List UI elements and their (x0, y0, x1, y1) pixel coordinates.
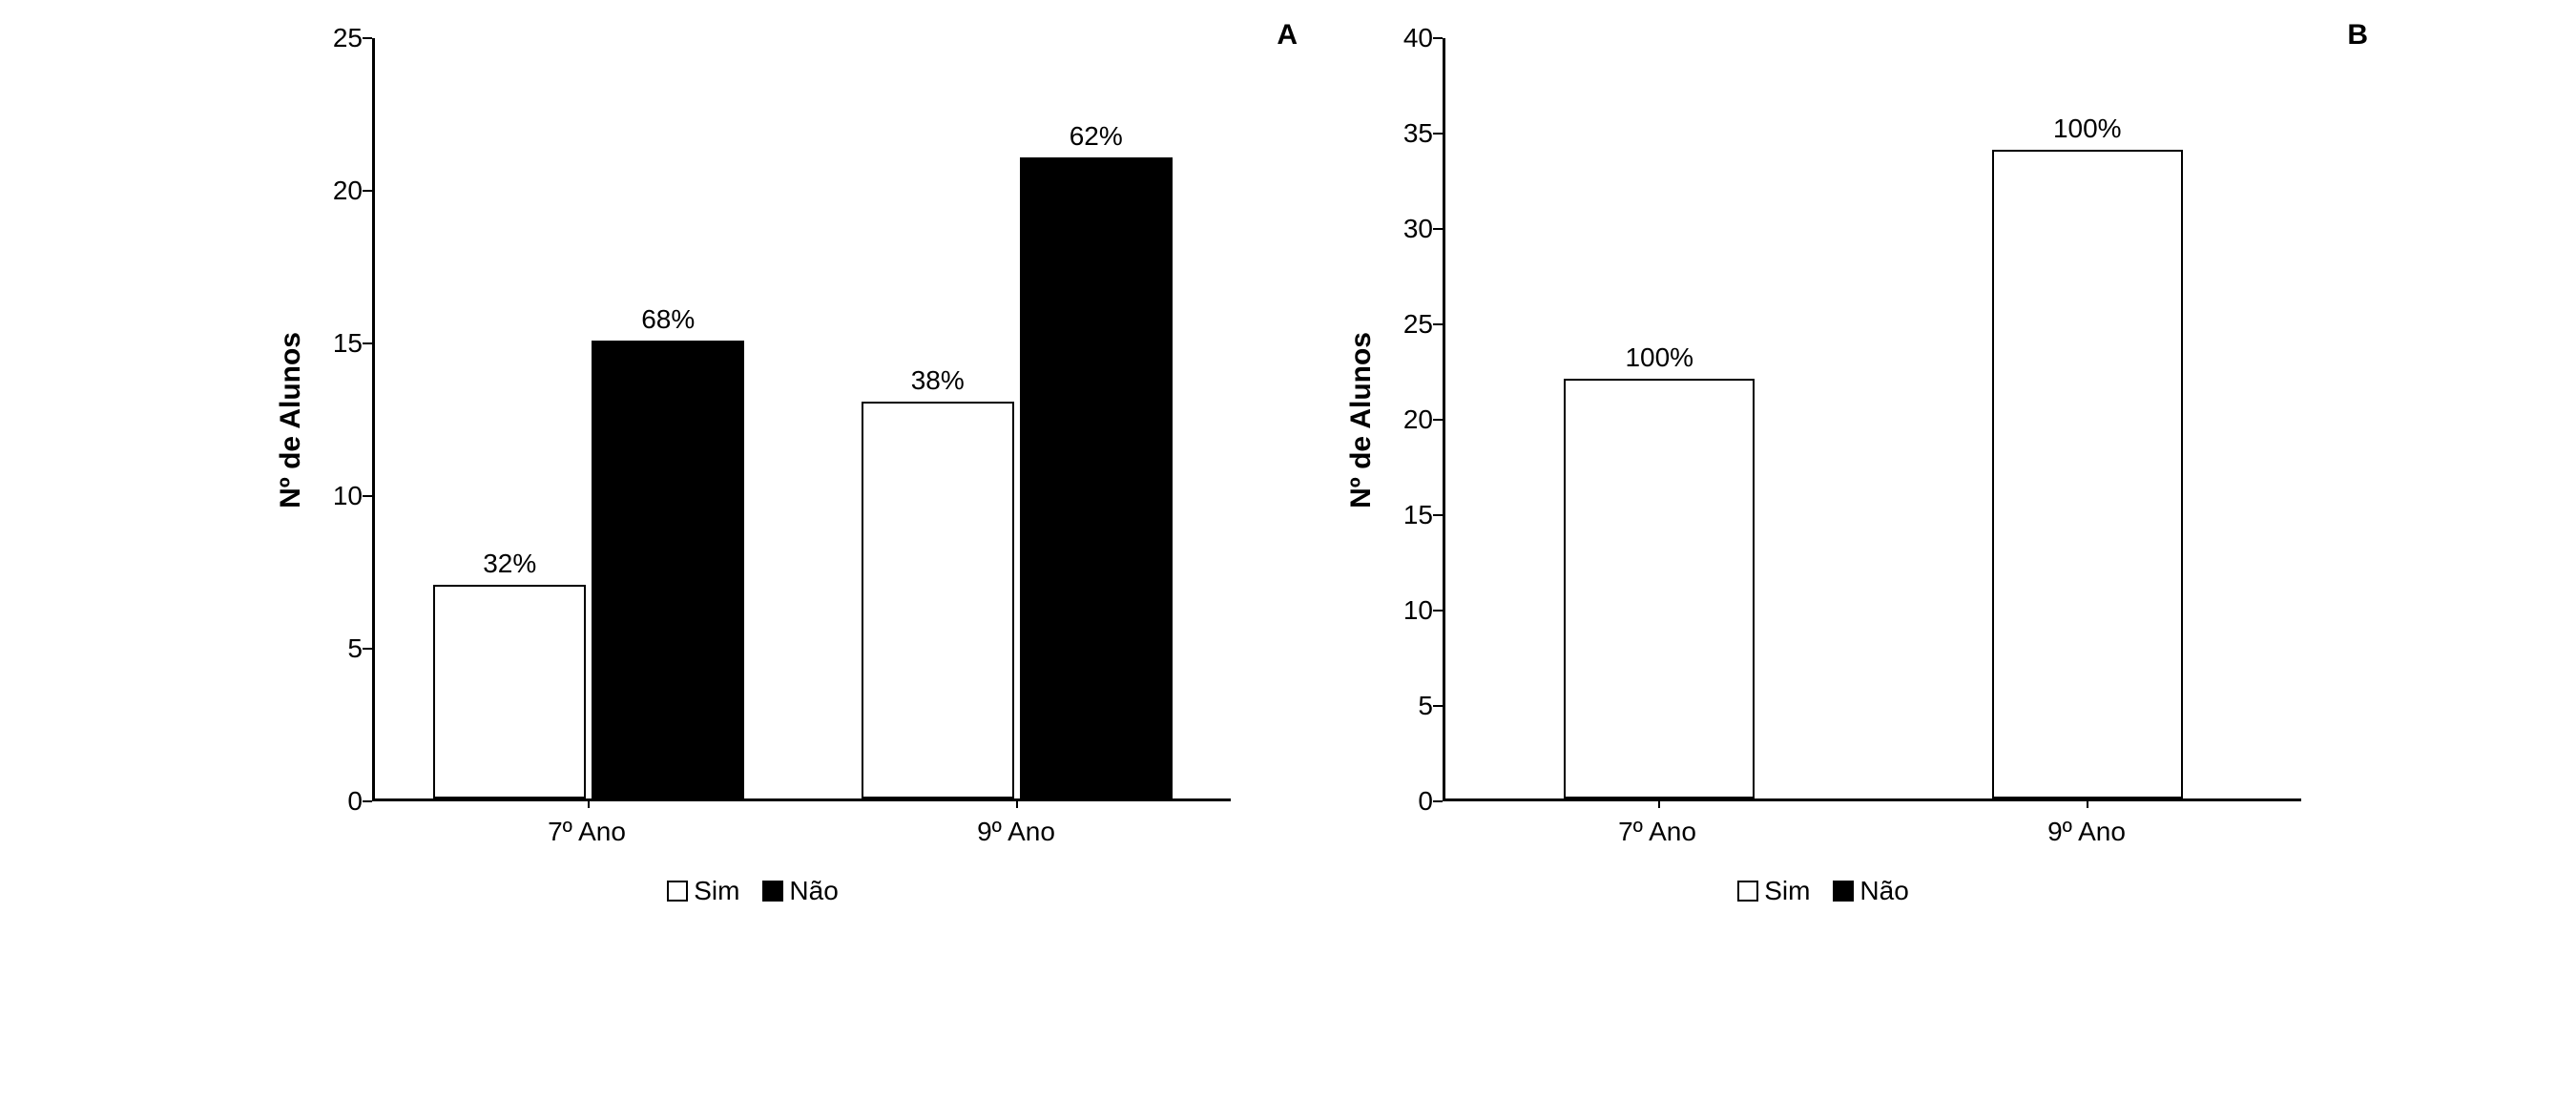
y-tick: 5 (1418, 691, 1433, 721)
y-tick: 5 (347, 633, 363, 664)
bar: 100% (1564, 379, 1755, 798)
y-tick-mark (1433, 37, 1443, 39)
y-tick: 0 (347, 786, 363, 817)
bar-group: 32%68% (433, 341, 744, 798)
bar: 68% (592, 341, 744, 798)
y-tick: 35 (1403, 118, 1433, 149)
bar: 38% (862, 402, 1014, 798)
y-tick: 20 (333, 176, 363, 206)
chart-area-b: Nº de Alunos 0510152025303540 100%100% (1345, 38, 2301, 801)
legend-label: Não (1859, 876, 1908, 906)
legend-item: Não (762, 876, 838, 906)
y-tick: 40 (1403, 23, 1433, 53)
y-tick-mark (1433, 800, 1443, 802)
bar-groups-a: 32%68%38%62% (375, 38, 1231, 798)
legend-item: Sim (667, 876, 739, 906)
panel-label-b: B (2347, 19, 2368, 52)
x-tick-marks-b (1445, 798, 2301, 808)
chart-panel-b: B Nº de Alunos 0510152025303540 100%100%… (1345, 38, 2301, 906)
x-tick-marks-a (375, 798, 1231, 808)
x-labels-b: 7º Ano 9º Ano (1443, 817, 2301, 847)
bar-group: 100% (1564, 379, 1755, 798)
y-tick: 10 (333, 481, 363, 511)
plot-area-b: 100% 100% (1443, 38, 2301, 801)
chart-area-a: Nº de Alunos 0510152025 32%68%38%62% (275, 38, 1231, 801)
bar: 100% (1992, 150, 2183, 798)
bar-data-label: 62% (1070, 121, 1123, 152)
y-tick: 25 (1403, 309, 1433, 340)
legend-swatch (667, 881, 688, 902)
legend-swatch (1833, 881, 1854, 902)
y-axis-a: 0510152025 (315, 38, 372, 801)
y-tick-mark (363, 342, 372, 344)
x-category-label: 7º Ano (548, 817, 626, 847)
y-tick: 25 (333, 23, 363, 53)
x-category-label: 9º Ano (2047, 817, 2126, 847)
legend-a: Sim Não (667, 876, 839, 906)
chart-panel-a: A Nº de Alunos 0510152025 32%68%38%62% 7… (275, 38, 1231, 906)
y-tick: 20 (1403, 404, 1433, 435)
y-tick: 15 (333, 328, 363, 359)
y-tick: 15 (1403, 500, 1433, 530)
x-labels-a: 7º Ano 9º Ano (372, 817, 1231, 847)
y-tick: 10 (1403, 595, 1433, 626)
bar-group: 38%62% (862, 157, 1173, 798)
y-axis-label-a: Nº de Alunos (275, 332, 307, 508)
x-category-label: 9º Ano (977, 817, 1055, 847)
y-tick: 30 (1403, 214, 1433, 244)
bar: 32% (433, 585, 586, 798)
bar-group: 100% (1992, 150, 2183, 798)
bar: 62% (1020, 157, 1173, 798)
y-tick-mark (1433, 514, 1443, 516)
x-category-label: 7º Ano (1618, 817, 1696, 847)
y-tick-mark (1433, 610, 1443, 612)
y-axis-b: 0510152025303540 (1385, 38, 1443, 801)
y-tick-mark (1433, 133, 1443, 135)
y-tick-mark (1433, 228, 1443, 230)
legend-label: Não (789, 876, 838, 906)
bar-data-label: 68% (641, 304, 695, 335)
y-tick-mark (363, 190, 372, 192)
bar-data-label: 38% (911, 365, 965, 396)
y-tick-mark (363, 37, 372, 39)
x-tick-mark (588, 798, 590, 808)
bar-data-label: 100% (2053, 114, 2122, 144)
legend-label: Sim (694, 876, 739, 906)
y-tick-mark (363, 495, 372, 497)
y-axis-label-b: Nº de Alunos (1345, 332, 1378, 508)
legend-swatch (762, 881, 783, 902)
legend-label: Sim (1764, 876, 1810, 906)
bar-data-label: 32% (483, 549, 536, 579)
y-tick-mark (1433, 323, 1443, 325)
y-tick-mark (1433, 705, 1443, 707)
panel-label-a: A (1277, 19, 1298, 52)
y-tick-mark (363, 648, 372, 650)
plot-area-a: 32%68%38%62% (372, 38, 1231, 801)
legend-b: Sim Não (1737, 876, 1909, 906)
legend-item: Sim (1737, 876, 1810, 906)
bar-groups-b: 100% 100% (1445, 38, 2301, 798)
x-tick-mark (1658, 798, 1660, 808)
legend-swatch (1737, 881, 1758, 902)
bar-data-label: 100% (1625, 342, 1693, 373)
x-tick-mark (2087, 798, 2088, 808)
x-tick-mark (1016, 798, 1018, 808)
y-tick-mark (363, 800, 372, 802)
legend-item: Não (1833, 876, 1908, 906)
y-tick: 0 (1418, 786, 1433, 817)
y-tick-mark (1433, 419, 1443, 421)
